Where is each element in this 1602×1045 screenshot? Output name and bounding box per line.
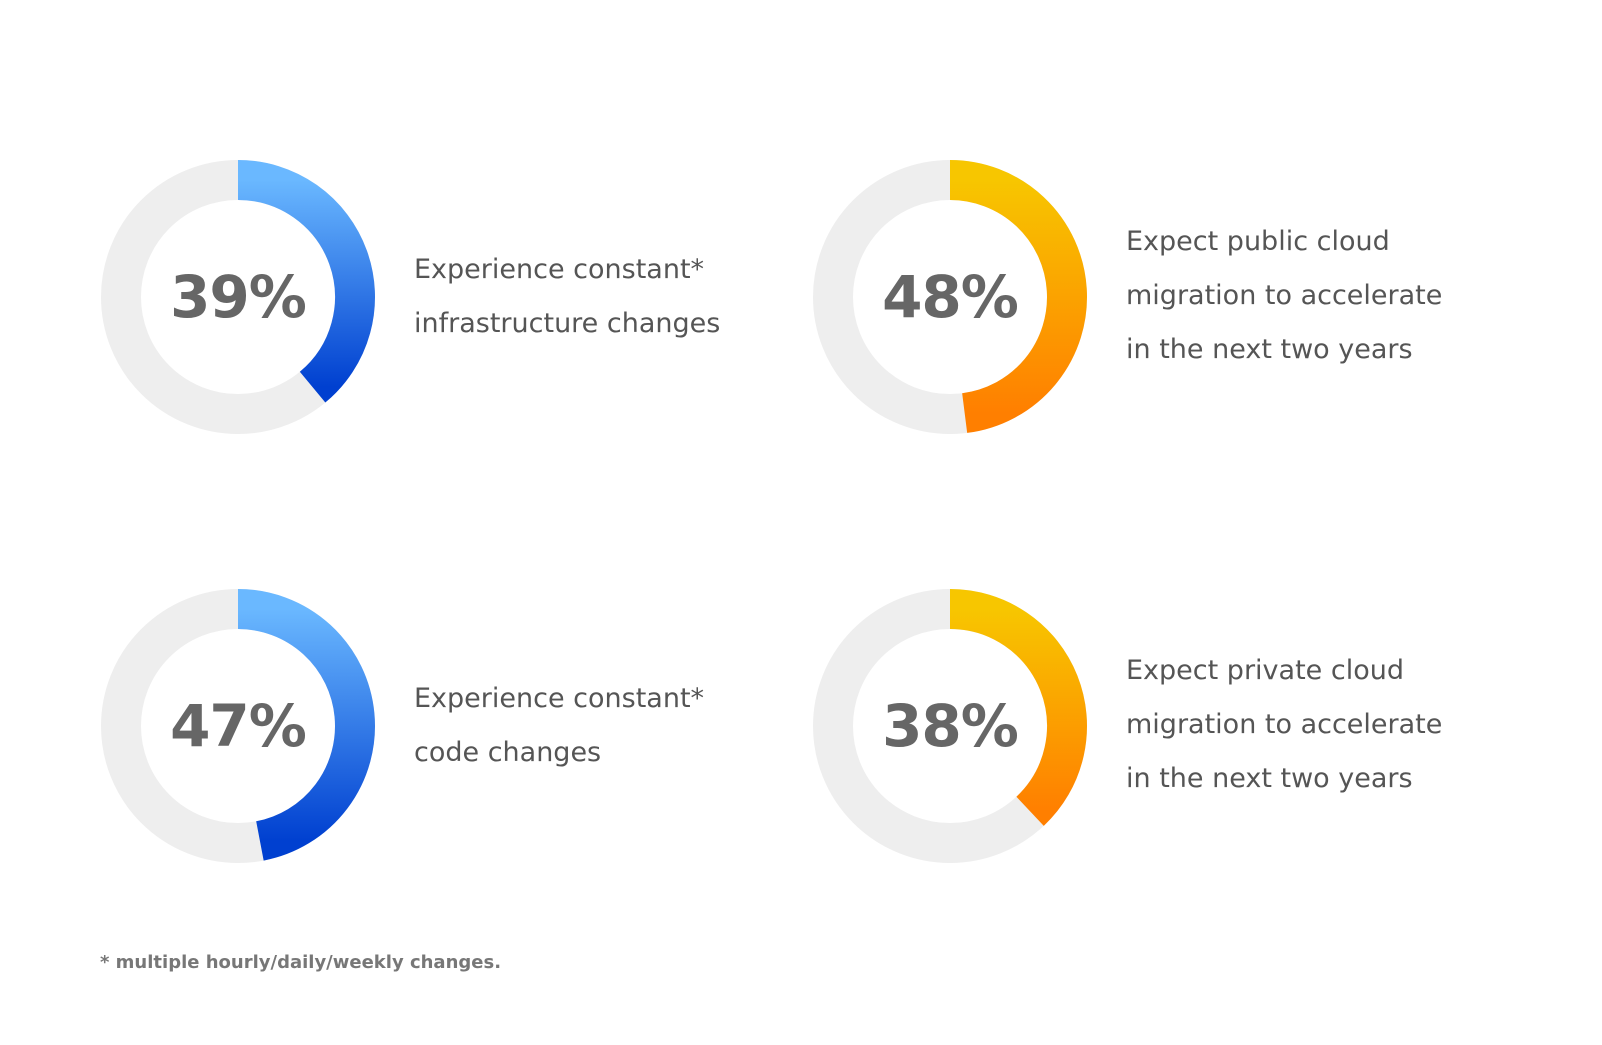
donut-chart: 48%: [810, 157, 1090, 437]
donut-value-arc: [237, 160, 375, 403]
description: Experience constant* infrastructure chan…: [414, 243, 720, 351]
donut-svg: [101, 160, 375, 434]
description: Expect public cloud migration to acceler…: [1126, 215, 1442, 377]
description: Expect private cloud migration to accele…: [1126, 644, 1442, 806]
description-line: Experience constant*: [414, 683, 705, 714]
donut-svg: [813, 160, 1087, 434]
description: Experience constant* code changes: [414, 672, 704, 780]
description-line: migration to accelerate: [1126, 280, 1443, 311]
percent-label: 38%: [882, 692, 1019, 760]
donut-value-arc: [949, 589, 1087, 826]
stat-private-cloud-migration: 38% Expect private cloud migration to ac…: [810, 586, 1510, 876]
donut-chart: 38%: [810, 586, 1090, 866]
description-line: in the next two years: [1126, 763, 1413, 794]
percent-label: 48%: [882, 263, 1019, 331]
description-line: Expect private cloud: [1126, 655, 1404, 686]
stat-code-changes: 47% Experience constant* code changes: [98, 586, 798, 876]
donut-svg: [101, 589, 375, 863]
description-line: Expect public cloud: [1126, 226, 1390, 257]
description-line: Experience constant*: [414, 254, 705, 285]
description-line: migration to accelerate: [1126, 709, 1443, 740]
description-line: infrastructure changes: [414, 308, 721, 339]
percent-label: 47%: [170, 692, 307, 760]
donut-chart: 47%: [98, 586, 378, 866]
description-line: code changes: [414, 737, 602, 768]
stat-infrastructure-changes: 39% Experience constant* infrastructure …: [98, 157, 798, 447]
donut-value-arc: [237, 589, 375, 861]
donut-chart: 39%: [98, 157, 378, 437]
stat-public-cloud-migration: 48% Expect public cloud migration to acc…: [810, 157, 1510, 447]
percent-label: 39%: [170, 263, 307, 331]
donut-value-arc: [949, 160, 1087, 433]
footnote: * multiple hourly/daily/weekly changes.: [100, 952, 502, 973]
donut-svg: [813, 589, 1087, 863]
description-line: in the next two years: [1126, 334, 1413, 365]
